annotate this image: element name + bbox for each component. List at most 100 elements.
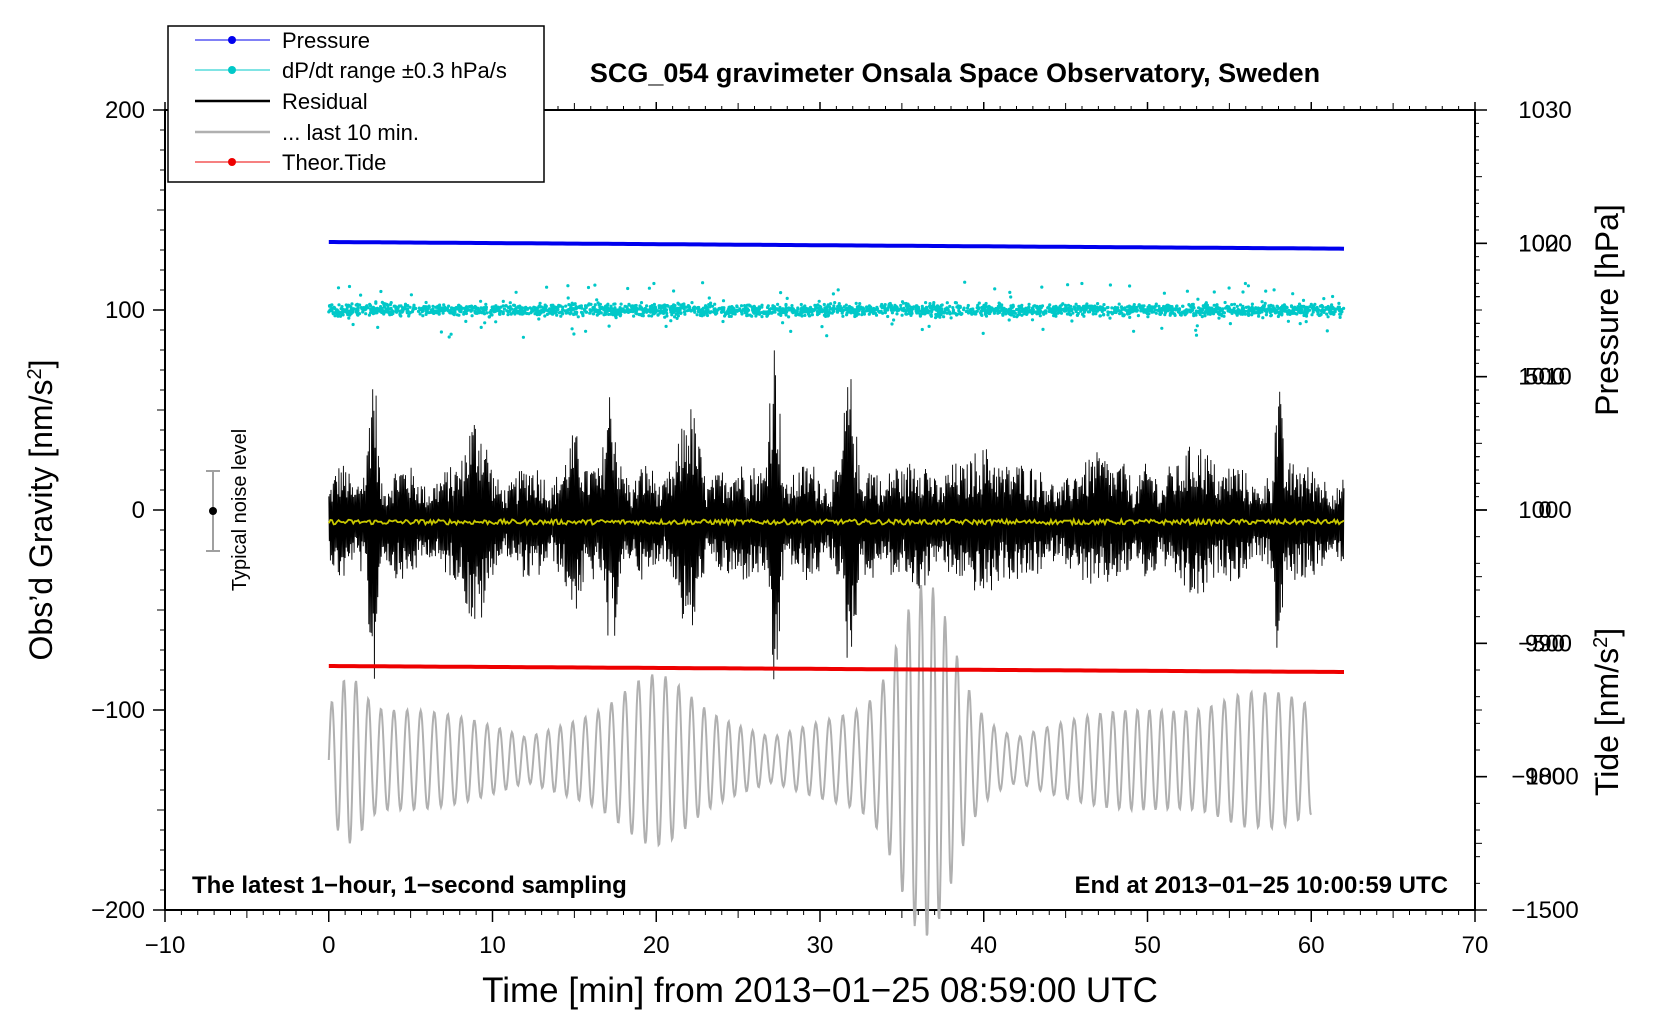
dpdt-point	[984, 305, 989, 309]
dpdt-point	[648, 305, 652, 309]
dpdt-point	[1202, 305, 1207, 309]
dpdt-point	[688, 306, 692, 310]
last-10-min-line	[327, 584, 1313, 936]
dpdt-point	[803, 313, 807, 317]
series-layer	[327, 240, 1346, 936]
dpdt-point	[1082, 308, 1086, 312]
dpdt-point	[874, 308, 878, 312]
dpdt-point	[573, 302, 577, 306]
dpdt-point	[766, 313, 770, 317]
dpdt-point	[1098, 314, 1102, 318]
dpdt-point	[1039, 306, 1043, 310]
dpdt-point	[906, 306, 910, 310]
legend-label-dpdt: dP/dt range ±0.3 hPa/s	[282, 58, 507, 83]
dpdt-point	[658, 311, 663, 315]
dpdt-point	[1259, 306, 1263, 311]
dpdt-point	[1007, 318, 1011, 322]
dpdt-point	[388, 310, 392, 314]
dpdt-point	[1122, 307, 1126, 311]
dpdt-point	[701, 306, 705, 310]
dpdt-point	[1074, 302, 1078, 306]
dpdt-point	[386, 310, 390, 314]
dpdt-point	[682, 302, 686, 306]
dpdt-point	[932, 305, 937, 309]
dpdt-point	[1128, 284, 1132, 288]
dpdt-point	[895, 312, 899, 316]
dpdt-point	[1032, 304, 1036, 308]
dpdt-point	[1016, 313, 1020, 317]
dpdt-point	[740, 309, 744, 313]
dpdt-point	[792, 307, 796, 312]
dpdt-point	[1290, 310, 1294, 314]
dpdt-point	[647, 286, 652, 290]
dpdt-point	[1036, 308, 1040, 312]
dpdt-point	[597, 312, 601, 316]
dpdt-point	[430, 308, 434, 313]
x-tick-label: 70	[1462, 932, 1489, 959]
dpdt-point	[572, 332, 576, 336]
dpdt-point	[350, 302, 354, 306]
dpdt-point	[888, 304, 892, 308]
dpdt-point	[1106, 313, 1110, 317]
dpdt-point	[418, 312, 422, 316]
dpdt-point	[893, 303, 897, 307]
dpdt-point	[919, 309, 923, 313]
dpdt-point	[906, 302, 910, 306]
dpdt-point	[580, 311, 584, 315]
dpdt-point	[831, 306, 836, 310]
dpdt-point	[411, 307, 416, 311]
chart-title: SCG_054 gravimeter Onsala Space Observat…	[590, 58, 1320, 88]
dpdt-point	[1220, 314, 1224, 318]
dpdt-point	[904, 312, 908, 316]
dpdt-point	[364, 312, 368, 316]
dpdt-point	[509, 312, 513, 316]
dpdt-point	[937, 308, 941, 312]
dpdt-point	[965, 309, 969, 313]
dpdt-point	[1286, 319, 1290, 323]
dpdt-point	[1154, 302, 1158, 306]
dpdt-point	[367, 313, 371, 317]
dpdt-point	[827, 305, 832, 309]
dpdt-point	[613, 302, 617, 306]
dpdt-point	[1059, 311, 1064, 315]
dpdt-point	[589, 302, 593, 306]
dpdt-point	[879, 309, 883, 313]
dpdt-point	[732, 307, 736, 311]
dpdt-point	[494, 320, 498, 324]
dpdt-point	[520, 306, 524, 310]
dpdt-point	[900, 300, 905, 304]
dpdt-point	[826, 314, 830, 318]
y-tick-label-left: 100	[105, 297, 145, 324]
dpdt-point	[949, 316, 953, 320]
dpdt-point	[673, 315, 677, 319]
dpdt-point	[383, 310, 387, 314]
dpdt-point	[1250, 302, 1254, 306]
dpdt-point	[332, 306, 337, 310]
dpdt-point	[1185, 289, 1189, 293]
dpdt-point	[721, 299, 726, 303]
dpdt-point	[823, 311, 828, 316]
dpdt-point	[406, 304, 410, 308]
dpdt-point	[991, 308, 995, 312]
dpdt-point	[665, 314, 669, 318]
legend-entry-last10: ... last 10 min.	[195, 120, 419, 145]
dpdt-point	[997, 310, 1001, 314]
dpdt-point	[513, 307, 517, 312]
dpdt-point	[945, 301, 949, 305]
dpdt-point	[993, 287, 997, 291]
dpdt-point	[502, 307, 506, 311]
dpdt-point	[549, 303, 553, 307]
dpdt-point	[1328, 310, 1332, 314]
dpdt-point	[631, 306, 636, 310]
dpdt-point	[1122, 314, 1126, 318]
dpdt-point	[721, 319, 725, 324]
dpdt-point	[1232, 310, 1237, 314]
dpdt-point	[354, 307, 359, 311]
dpdt-point	[747, 303, 751, 307]
dpdt-point	[957, 309, 961, 313]
dpdt-point	[449, 332, 453, 336]
dpdt-point	[923, 312, 927, 316]
dpdt-point	[511, 303, 516, 307]
dpdt-point	[1147, 312, 1151, 316]
y-axis-label-tide-end: ]	[1589, 628, 1625, 637]
